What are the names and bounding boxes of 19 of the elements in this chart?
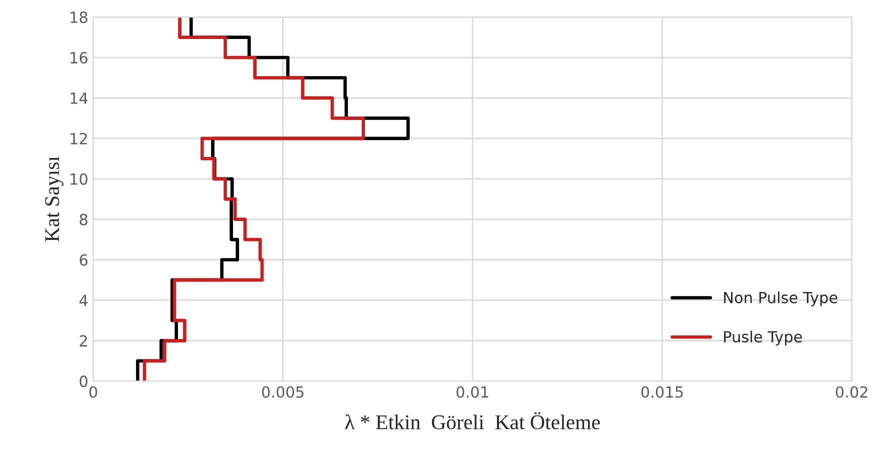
y-tick-label: 2 (80, 335, 87, 346)
legend-label: Non Pulse Type (724, 291, 838, 306)
y-tick-label: 4 (79, 294, 88, 306)
x-tick-label: 0.015 (641, 386, 683, 398)
y-tick-label: 0 (80, 376, 88, 388)
x-tick-label: 0.005 (262, 386, 304, 398)
x-axis-title: λ * Etkin Göreli Kat Öteleme (345, 412, 600, 430)
y-tick-label: 12 (70, 132, 87, 144)
legend-label: Pusle Type (724, 330, 802, 346)
y-tick-label: 10 (70, 173, 88, 185)
x-tick-label: 0.01 (456, 386, 488, 398)
y-tick-label: 14 (70, 92, 88, 104)
y-tick-label: 16 (70, 52, 88, 64)
x-tick-label: 0.02 (836, 386, 868, 398)
y-tick-label: 6 (80, 254, 88, 266)
y-axis-title: Kat Sayısı (45, 156, 64, 242)
y-tick-label: 18 (70, 12, 88, 24)
y-tick-label: 8 (80, 214, 88, 226)
x-tick-label: 0 (89, 386, 98, 398)
